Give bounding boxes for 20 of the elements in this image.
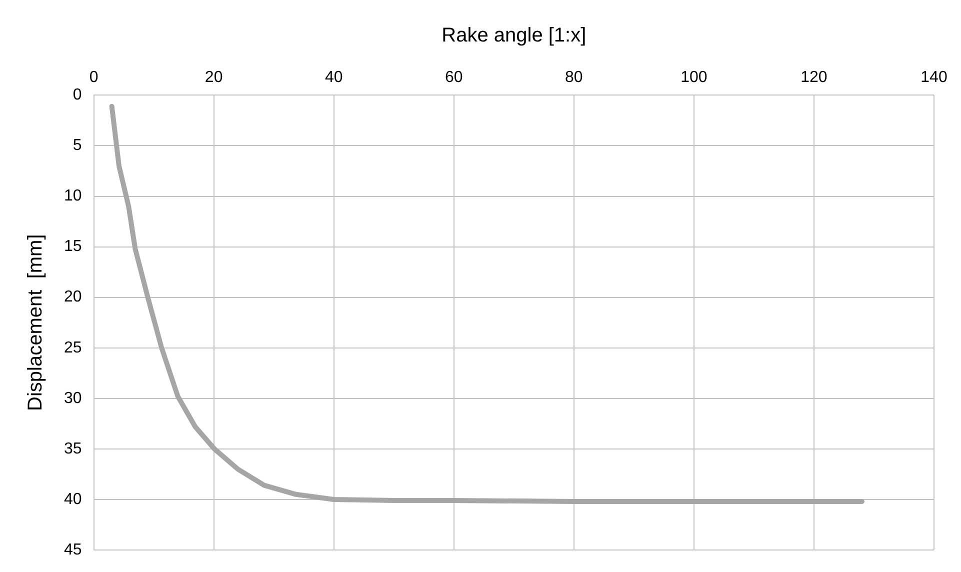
y-tick-label: 30 [64, 390, 82, 407]
x-tick-label: 0 [89, 69, 98, 86]
x-tick-label: 100 [680, 69, 708, 86]
x-tick-label: 40 [324, 69, 343, 86]
x-tick-label: 80 [565, 69, 583, 86]
x-axis-title: Rake angle [1:x] [442, 24, 586, 47]
x-tick-label: 20 [204, 69, 223, 86]
y-tick-label: 5 [72, 137, 82, 154]
y-tick-label: 10 [64, 188, 82, 205]
y-tick-label: 35 [64, 440, 82, 458]
x-tick-label: 120 [800, 69, 828, 86]
x-tick-label: 140 [920, 69, 948, 86]
y-tick-label: 0 [72, 86, 82, 104]
y-tick-label: 15 [64, 238, 82, 256]
y-tick-label: 40 [64, 490, 82, 508]
y-tick-label: 45 [64, 541, 82, 558]
y-tick-label: 20 [64, 288, 82, 306]
x-tick-label: 60 [444, 69, 463, 86]
y-axis-title: Displacement [mm] [24, 234, 47, 411]
y-tick-label: 25 [64, 339, 82, 356]
